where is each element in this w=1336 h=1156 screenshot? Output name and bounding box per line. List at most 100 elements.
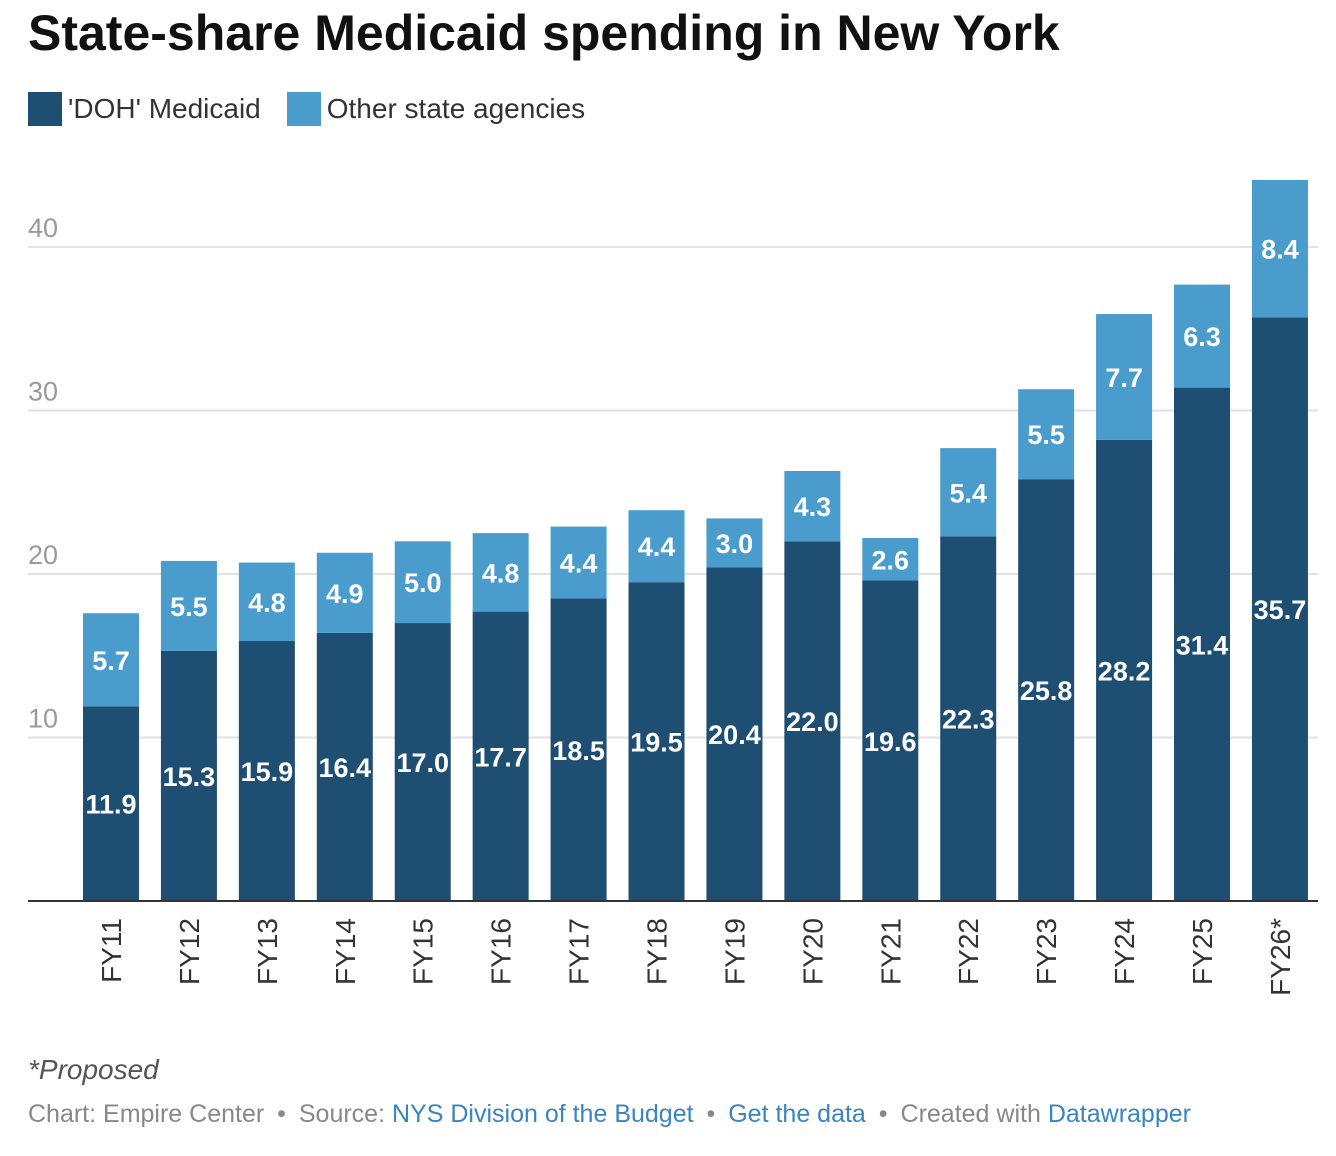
x-tick-label: FY13 xyxy=(252,918,283,985)
legend: 'DOH' Medicaid Other state agencies xyxy=(28,92,611,126)
data-label-other: 4.8 xyxy=(482,558,520,588)
y-tick-label: 30 xyxy=(28,377,58,407)
bar-doh-medicaid xyxy=(472,611,529,901)
data-label-other: 2.6 xyxy=(872,545,910,575)
bar-other-agencies xyxy=(862,538,919,581)
bar-doh-medicaid xyxy=(940,536,997,901)
chart-title: State-share Medicaid spending in New Yor… xyxy=(28,5,1060,61)
bar-doh-medicaid xyxy=(160,650,217,901)
data-label-doh: 15.9 xyxy=(241,757,294,787)
y-tick-label: 10 xyxy=(28,704,58,734)
data-label-doh: 28.2 xyxy=(1098,656,1151,686)
x-tick-label: FY11 xyxy=(96,918,127,983)
x-tick-label: FY21 xyxy=(875,918,906,985)
data-label-doh: 11.9 xyxy=(85,790,136,820)
bar-doh-medicaid xyxy=(1096,439,1153,901)
bar-other-agencies xyxy=(316,552,373,633)
bar-other-agencies xyxy=(1018,389,1075,480)
x-tick-label: FY18 xyxy=(642,918,673,985)
data-label-doh: 20.4 xyxy=(708,720,761,750)
x-tick-label: FY19 xyxy=(719,918,750,985)
x-tick-label: FY20 xyxy=(797,918,828,985)
data-label-other: 4.4 xyxy=(638,532,676,562)
y-tick-label: 20 xyxy=(28,540,58,570)
bar-doh-medicaid xyxy=(706,567,763,901)
data-label-other: 5.0 xyxy=(404,568,442,598)
data-label-other: 5.5 xyxy=(1027,420,1065,450)
bar-doh-medicaid xyxy=(394,623,451,901)
data-label-doh: 17.0 xyxy=(396,748,449,778)
data-label-other: 5.7 xyxy=(92,646,130,676)
data-label-other: 4.3 xyxy=(794,492,832,522)
x-tick-label: FY25 xyxy=(1187,918,1218,985)
bar-other-agencies xyxy=(940,448,997,537)
bar-chart: 10 20 30 40 11.9 5.7 FY11 15.3 5.5 FY12 15.9 4.8 FY1… xyxy=(28,179,1318,996)
x-tick-label: FY12 xyxy=(174,918,205,985)
data-label-other: 5.5 xyxy=(170,592,208,622)
bar-other-agencies xyxy=(1096,314,1153,440)
data-label-other: 3.0 xyxy=(716,529,754,559)
data-label-doh: 22.3 xyxy=(942,705,995,735)
data-label-doh: 19.6 xyxy=(864,727,917,757)
credits: Chart: Empire Center • Source: NYS Divis… xyxy=(28,1100,1191,1129)
get-the-data-link[interactable]: Get the data xyxy=(728,1100,866,1128)
data-label-doh: 19.5 xyxy=(630,728,683,758)
datawrapper-link[interactable]: Datawrapper xyxy=(1047,1100,1191,1128)
legend-item-doh: 'DOH' Medicaid xyxy=(28,92,261,126)
legend-swatch-other xyxy=(286,92,321,126)
bar-doh-medicaid xyxy=(628,582,685,901)
bar-other-agencies xyxy=(160,560,217,651)
data-label-doh: 35.7 xyxy=(1254,595,1307,625)
data-label-other: 4.9 xyxy=(326,579,364,609)
bar-other-agencies xyxy=(238,562,295,642)
data-label-other: 8.4 xyxy=(1261,235,1299,265)
data-label-doh: 16.4 xyxy=(319,753,372,783)
bar-doh-medicaid xyxy=(550,598,607,901)
bar-other-agencies xyxy=(1251,179,1308,318)
legend-label-other: Other state agencies xyxy=(326,93,586,124)
x-tick-label: FY26* xyxy=(1265,918,1296,996)
credits-separator: • xyxy=(878,1100,888,1128)
footnote: *Proposed xyxy=(28,1054,159,1085)
bar-other-agencies xyxy=(784,470,841,542)
credits-separator: • xyxy=(277,1100,286,1128)
credits-separator: • xyxy=(706,1100,716,1128)
x-tick-label: FY15 xyxy=(408,918,439,985)
x-tick-label: FY16 xyxy=(486,918,517,985)
data-label-other: 5.4 xyxy=(949,478,987,508)
data-label-other: 4.8 xyxy=(248,588,286,618)
bar-other-agencies xyxy=(472,533,529,612)
bar-doh-medicaid xyxy=(1018,479,1075,901)
bar-doh-medicaid xyxy=(862,580,919,901)
x-tick-label: FY22 xyxy=(953,918,984,985)
data-label-doh: 31.4 xyxy=(1176,630,1229,660)
data-label-doh: 18.5 xyxy=(552,736,605,766)
bar-doh-medicaid xyxy=(1251,317,1308,901)
data-label-doh: 15.3 xyxy=(163,762,216,792)
bar-other-agencies xyxy=(550,526,607,599)
legend-item-other: Other state agencies xyxy=(286,92,586,126)
data-label-other: 6.3 xyxy=(1183,322,1221,352)
bar-other-agencies xyxy=(706,518,763,568)
data-label-doh: 22.0 xyxy=(786,707,839,737)
legend-swatch-doh xyxy=(28,92,62,126)
x-tick-label: FY14 xyxy=(330,918,361,985)
bar-doh-medicaid xyxy=(316,632,373,901)
credits-created-label: Created with xyxy=(900,1100,1041,1128)
data-label-doh: 25.8 xyxy=(1020,676,1073,706)
x-tick-label: FY23 xyxy=(1031,918,1062,985)
bar-other-agencies xyxy=(628,510,685,583)
bar-other-agencies xyxy=(394,541,451,624)
y-tick-label: 40 xyxy=(28,213,58,243)
bar-other-agencies xyxy=(83,613,139,707)
source-link[interactable]: NYS Division of the Budget xyxy=(392,1100,694,1128)
bar-other-agencies xyxy=(1174,284,1231,388)
data-label-doh: 17.7 xyxy=(474,742,527,772)
legend-label-doh: 'DOH' Medicaid xyxy=(68,93,261,124)
bar-doh-medicaid xyxy=(1174,387,1231,901)
bar-doh-medicaid xyxy=(784,541,841,901)
credits-chart: Chart: Empire Center xyxy=(28,1100,265,1128)
x-tick-label: FY24 xyxy=(1109,918,1140,985)
data-label-other: 7.7 xyxy=(1105,363,1143,393)
bar-doh-medicaid xyxy=(83,706,139,901)
